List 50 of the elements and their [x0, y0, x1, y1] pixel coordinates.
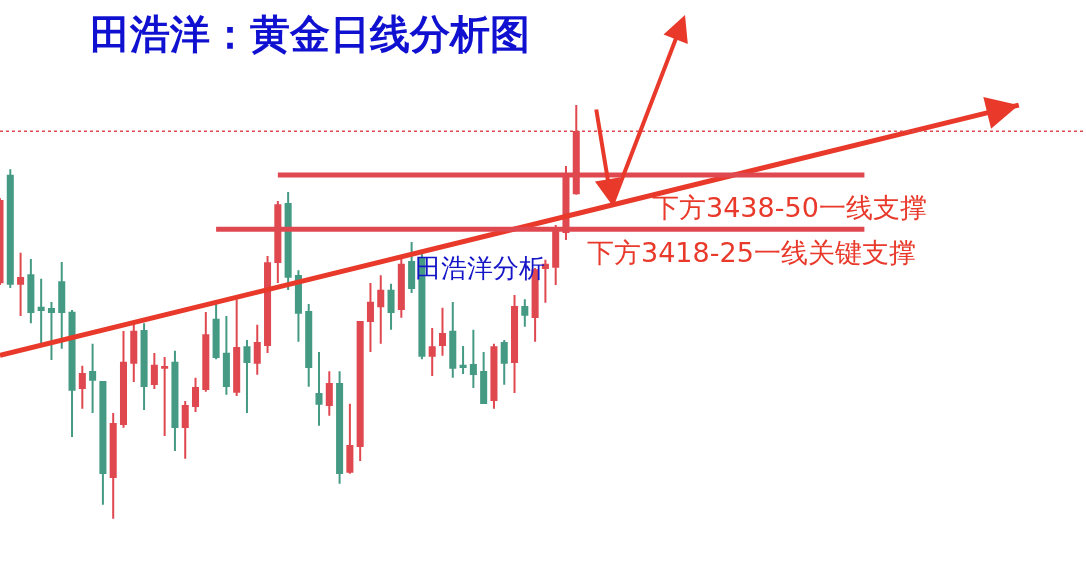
candlestick: [336, 370, 344, 485]
candlestick: [264, 255, 272, 354]
candlestick: [346, 402, 354, 475]
candlestick: [356, 320, 364, 462]
candlestick: [130, 322, 138, 383]
candlestick: [243, 339, 251, 414]
candlestick: [305, 303, 313, 388]
candlestick: [68, 308, 76, 438]
candlestick: [140, 322, 148, 412]
candlestick: [27, 258, 35, 325]
candlestick: [408, 241, 416, 294]
candlestick: [325, 370, 333, 417]
candlestick: [428, 327, 436, 378]
candlestick: [366, 282, 374, 354]
candlestick: [438, 306, 447, 357]
candlestick: [521, 298, 529, 328]
candlestick: [89, 342, 97, 414]
candlestick: [58, 260, 66, 350]
candlestick: [233, 298, 241, 397]
candlestick: [192, 376, 200, 414]
candlestick: [284, 190, 292, 292]
candlestick: [47, 301, 55, 361]
annotation: 下方3438-50一线支撑: [652, 192, 927, 223]
candlestick: [161, 356, 169, 438]
candlestick: [181, 399, 189, 460]
candlestick: [119, 329, 128, 429]
candlestick: [397, 257, 405, 319]
candlestick: [490, 342, 498, 410]
candlestick: [222, 315, 230, 396]
candlestick: [480, 351, 488, 404]
candlestick: [99, 380, 107, 506]
candlestick: [202, 310, 210, 393]
candlestick: [511, 294, 519, 395]
candlestick: [171, 349, 179, 452]
candlestick: [253, 323, 261, 376]
candlestick: [469, 328, 477, 390]
candlestick: [387, 282, 395, 331]
candlestick: [37, 277, 45, 345]
candlestick: [500, 339, 508, 386]
candlestick: [6, 168, 14, 289]
candlestick: [109, 411, 117, 520]
candlestick: [150, 351, 158, 390]
candlestick: [78, 364, 86, 410]
chart-title: 田浩洋：黄金日线分析图: [90, 11, 530, 57]
annotation: 下方3418-25一线关键支撑: [587, 237, 916, 268]
candlestick: [377, 274, 385, 345]
candlestick: [315, 351, 323, 427]
candlestick: [449, 301, 457, 379]
candlestick: [17, 251, 25, 318]
candlestick: [459, 344, 467, 376]
